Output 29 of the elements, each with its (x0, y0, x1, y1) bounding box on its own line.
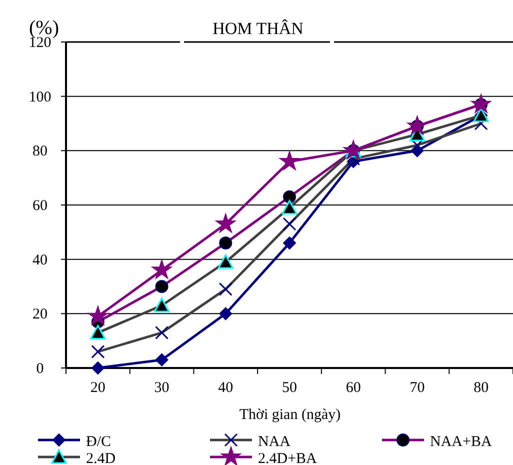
y-tick-label: 60 (32, 198, 48, 214)
y-tick-label: 100 (28, 89, 52, 106)
point (216, 214, 236, 233)
point (280, 151, 300, 170)
legend-label: NAA (258, 434, 291, 450)
legend-label: NAA+BA (430, 434, 492, 450)
y-tick-label: 40 (32, 252, 48, 268)
y-tick-label: 80 (32, 144, 48, 160)
x-tick-label: 60 (346, 380, 361, 396)
point (88, 306, 108, 325)
y-axis-title: (%) (29, 17, 59, 39)
legend-label: 2.4D+BA (258, 451, 318, 465)
x-tick-label: 70 (410, 380, 425, 396)
point (219, 307, 232, 320)
x-tick-label: 50 (282, 380, 297, 396)
x-tick-label: 30 (154, 380, 170, 396)
x-tick-label: 20 (90, 380, 106, 396)
x-axis-title: Thời gian (ngày) (239, 407, 341, 423)
x-tick-label: 80 (474, 380, 489, 396)
legend-label: 2.4D (86, 451, 116, 465)
y-tick-label: 0 (36, 361, 44, 377)
point (283, 236, 296, 250)
y-tick-label: 20 (32, 306, 48, 323)
chart-title: HOM THÂN (212, 19, 304, 38)
point (155, 353, 168, 366)
point (91, 362, 104, 374)
point (152, 260, 172, 279)
legend-label: Đ/C (86, 434, 112, 450)
x-tick-label: 40 (218, 380, 234, 396)
